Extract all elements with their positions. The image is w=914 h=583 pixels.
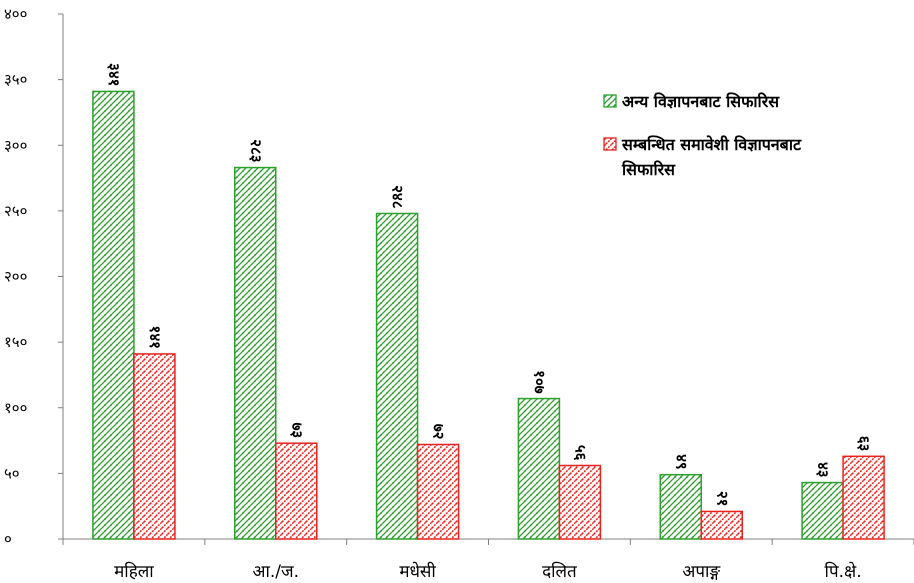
axes: [62, 14, 914, 540]
bar-related: [416, 443, 460, 540]
bar-other: [375, 212, 419, 540]
y-tick-label: २५०: [4, 202, 27, 220]
y-tick-label: ४००: [4, 5, 27, 23]
x-tick-label: आ./ज.: [252, 562, 299, 582]
y-tick-label: ०: [4, 530, 12, 548]
x-ticks: महिला आ./ज. मधेसी दलित अपाङ्ग पि.क्षे.: [62, 539, 914, 582]
data-label: २४८: [389, 185, 407, 209]
data-label: १०७: [530, 370, 548, 394]
y-tick-label: २००: [4, 268, 27, 286]
legend-swatch-other: [603, 94, 617, 108]
data-label: ५६: [571, 445, 589, 461]
data-label: ७२: [430, 424, 448, 440]
bar-related: [700, 510, 743, 540]
x-tick-label: दलित: [542, 561, 577, 582]
data-label: ७३: [288, 423, 306, 439]
legend-label-related: सम्बन्धित समावेशी विज्ञापनबाट सिफारिस: [621, 135, 807, 179]
legend-label-related-line1: सम्बन्धित समावेशी विज्ञापनबाट: [621, 135, 802, 154]
bar-other: [92, 90, 135, 540]
bar-other: [517, 397, 561, 540]
data-label: ३४१: [105, 63, 123, 86]
y-tick-label: १००: [4, 399, 27, 417]
bar-related: [133, 353, 176, 540]
legend-label-related-line2: सिफारिस: [621, 160, 676, 179]
data-label: ६३: [855, 436, 873, 452]
legend-item-related: सम्बन्धित समावेशी विज्ञापनबाट सिफारिस: [603, 135, 807, 179]
y-tick-label: १५०: [4, 333, 27, 351]
legend-label-other: अन्य विज्ञापनबाट सिफारिस: [622, 92, 780, 111]
bar-related: [842, 455, 885, 540]
y-tick-label: ३५०: [4, 71, 27, 89]
y-tick-label: ५०: [4, 464, 20, 482]
bar-other: [801, 481, 844, 540]
data-label: २८३: [247, 139, 265, 162]
bar-other: [234, 166, 277, 540]
bar-related: [558, 464, 602, 540]
data-label: २१: [713, 491, 731, 507]
bars: [92, 90, 885, 540]
x-tick-label: पि.क्षे.: [825, 561, 862, 582]
data-label: ४३: [814, 462, 832, 478]
data-labels: ३४१ २८३ २४८ १०७ ४९ ४३ १४१ ७३ ७२ ५६ २१ ६३: [105, 63, 873, 506]
y-ticks: ० ५० १०० १५० २०० २५० ३०० ३५० ४००: [4, 5, 63, 548]
legend-item-other: अन्य विज्ञापनबाट सिफारिस: [603, 92, 780, 111]
y-tick-label: ३००: [4, 136, 27, 154]
legend: अन्य विज्ञापनबाट सिफारिस सम्बन्धित समावे…: [603, 92, 807, 179]
x-tick-label: मधेसी: [399, 561, 436, 582]
data-label: १४१: [146, 326, 164, 349]
x-tick-label: महिला: [114, 561, 154, 582]
bar-other: [659, 473, 702, 540]
legend-swatch-related: [603, 137, 617, 151]
data-label: ४९: [672, 454, 690, 470]
bar-related: [275, 442, 318, 540]
x-tick-label: अपाङ्ग: [682, 562, 721, 582]
